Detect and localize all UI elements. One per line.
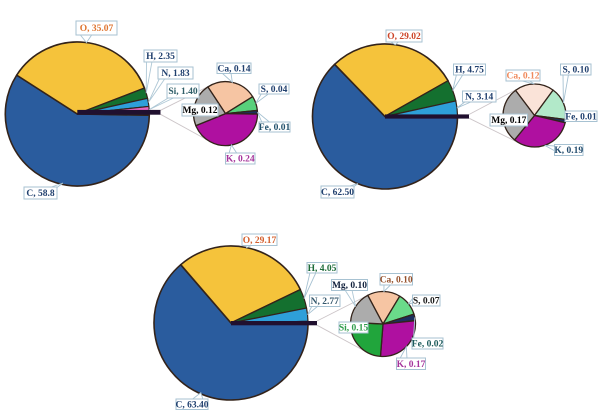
svg-text:Fe, 0.01: Fe, 0.01 [565,113,597,123]
svg-text:Si, 0.15: Si, 0.15 [339,324,369,334]
svg-text:Mg, 0.10: Mg, 0.10 [332,281,367,291]
svg-text:H, 2.35: H, 2.35 [146,52,175,62]
svg-text:Si, 1.40: Si, 1.40 [168,87,198,97]
svg-text:O, 35.07: O, 35.07 [80,24,114,34]
svg-text:O, 29.02: O, 29.02 [387,32,421,42]
svg-text:O, 29.17: O, 29.17 [243,236,277,246]
svg-text:C, 58.8: C, 58.8 [26,189,54,199]
svg-text:K, 0.24: K, 0.24 [226,155,255,165]
svg-text:K, 0.19: K, 0.19 [554,146,583,156]
svg-text:S, 0.10: S, 0.10 [562,66,589,76]
svg-text:Mg, 0.12: Mg, 0.12 [182,106,217,116]
svg-text:N, 1.83: N, 1.83 [161,69,189,79]
svg-text:K, 0.17: K, 0.17 [397,360,426,370]
svg-text:H, 4.75: H, 4.75 [455,66,484,76]
svg-text:C, 62.50: C, 62.50 [321,188,354,198]
svg-text:S, 0.07: S, 0.07 [413,297,440,307]
svg-text:Mg, 0.17: Mg, 0.17 [491,116,526,126]
svg-text:N, 3.14: N, 3.14 [465,93,493,103]
svg-text:H, 4.05: H, 4.05 [308,264,337,274]
svg-text:Ca, 0.12: Ca, 0.12 [507,72,540,82]
svg-text:C, 63.40: C, 63.40 [176,400,209,410]
svg-text:Fe, 0.02: Fe, 0.02 [412,340,444,350]
svg-text:Ca, 0.14: Ca, 0.14 [218,65,251,75]
svg-text:S, 0.04: S, 0.04 [261,85,288,95]
svg-text:Fe, 0.01: Fe, 0.01 [259,123,291,133]
svg-text:Ca, 0.10: Ca, 0.10 [380,275,413,285]
svg-text:N, 2.77: N, 2.77 [311,297,339,307]
